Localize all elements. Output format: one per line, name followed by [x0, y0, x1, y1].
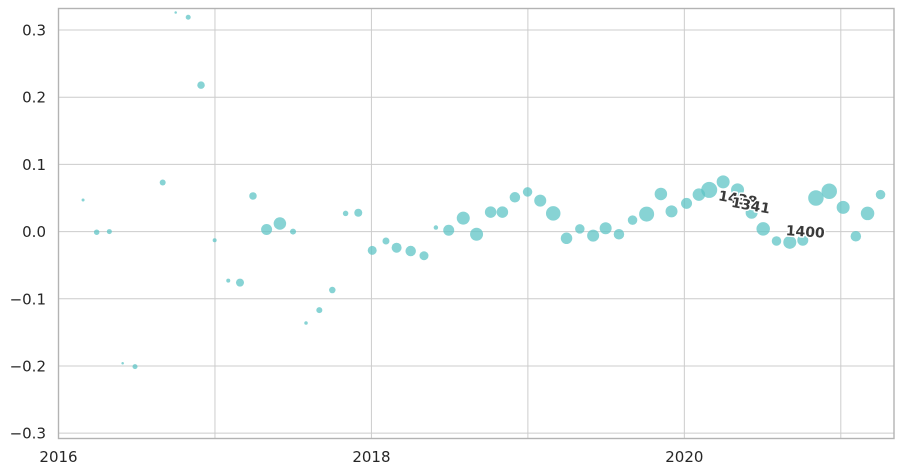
data-point [106, 229, 112, 235]
data-point [226, 278, 231, 283]
y-tick-label: −0.2 [10, 357, 46, 375]
gridlines [58, 8, 894, 439]
y-tick-label: 0.3 [22, 22, 46, 40]
data-points [81, 11, 886, 370]
data-point [329, 286, 336, 294]
data-point [587, 229, 600, 242]
data-point [316, 307, 323, 314]
data-point [93, 229, 100, 235]
data-point [159, 179, 166, 186]
data-point [391, 242, 402, 253]
data-point [174, 11, 177, 14]
x-tick-label: 2016 [39, 448, 77, 466]
data-point [496, 206, 509, 218]
data-point [534, 194, 547, 207]
data-point [197, 81, 205, 89]
data-point [522, 187, 533, 197]
y-axis-tick-labels: 0.3 0.2 0.1 0.0 −0.1 −0.2 −0.3 [10, 22, 46, 443]
data-point [273, 217, 287, 230]
data-point [613, 229, 625, 240]
data-point [808, 190, 824, 206]
data-point [212, 238, 217, 243]
data-point [456, 211, 470, 225]
data-point [860, 206, 875, 221]
data-point [681, 197, 693, 209]
x-tick-label: 2020 [665, 448, 703, 466]
data-point [235, 278, 244, 287]
data-point [342, 210, 349, 217]
data-point [304, 321, 308, 325]
y-tick-label: 0.2 [22, 89, 46, 107]
point-label: 1341 [730, 195, 771, 218]
data-point [382, 237, 390, 245]
data-point [745, 206, 758, 219]
data-point [81, 198, 85, 202]
data-point [509, 192, 521, 203]
data-point [249, 192, 257, 200]
data-point [627, 215, 638, 225]
data-point [484, 206, 497, 218]
data-point [654, 187, 668, 201]
data-point [639, 206, 655, 222]
data-point [443, 224, 455, 236]
data-point [290, 228, 297, 235]
data-point [419, 251, 429, 261]
data-point [132, 364, 138, 370]
data-point [731, 183, 745, 197]
data-point [433, 225, 439, 230]
data-point [575, 224, 585, 234]
data-point [716, 175, 730, 189]
data-point [797, 234, 809, 246]
data-point [599, 222, 612, 235]
data-point [261, 224, 273, 236]
data-point [821, 183, 837, 199]
y-tick-label: 0.1 [22, 156, 46, 174]
data-point [771, 236, 782, 246]
data-point [560, 232, 573, 245]
data-point [850, 231, 862, 242]
y-tick-label: −0.1 [10, 290, 46, 308]
data-point [875, 189, 886, 200]
point-label: 1400 [785, 223, 825, 242]
data-point [354, 208, 363, 217]
y-tick-label: 0.0 [22, 223, 46, 241]
x-axis-tick-labels: 2016 2018 2020 [39, 448, 703, 466]
data-point [836, 200, 850, 214]
data-point [665, 205, 678, 218]
data-point [545, 206, 561, 221]
data-point [701, 181, 718, 198]
data-point [121, 362, 124, 365]
data-point [470, 227, 484, 241]
data-point [783, 235, 797, 249]
data-point [367, 245, 377, 255]
x-tick-label: 2018 [352, 448, 390, 466]
y-tick-label: −0.3 [10, 425, 46, 443]
data-point [756, 222, 770, 236]
plot-border [57, 7, 895, 440]
data-point [405, 245, 416, 257]
data-point [185, 14, 191, 20]
